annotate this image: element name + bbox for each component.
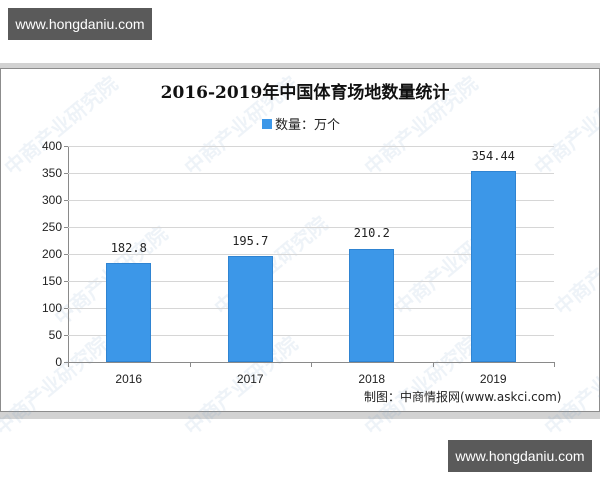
y-tick bbox=[64, 281, 68, 282]
legend: 数量：万个 bbox=[262, 114, 340, 133]
y-tick-label: 350 bbox=[41, 166, 62, 180]
gridline bbox=[68, 254, 554, 255]
watermark-badge-bottom: www.hongdaniu.com bbox=[448, 440, 592, 472]
gridline bbox=[68, 227, 554, 228]
y-tick-label: 100 bbox=[41, 301, 62, 315]
y-tick-label: 150 bbox=[41, 274, 62, 288]
gridline bbox=[68, 308, 554, 309]
y-tick-label: 300 bbox=[41, 193, 62, 207]
watermark-badge-top: www.hongdaniu.com bbox=[8, 8, 152, 40]
bar-value-label: 210.2 bbox=[353, 226, 390, 241]
gridline bbox=[68, 281, 554, 282]
legend-label: 数量：万个 bbox=[275, 118, 341, 133]
gridline bbox=[68, 335, 554, 336]
y-tick bbox=[64, 146, 68, 147]
x-tick bbox=[432, 362, 434, 367]
y-tick bbox=[64, 254, 68, 255]
y-tick-label: 250 bbox=[41, 220, 62, 234]
x-tick-label: 2018 bbox=[358, 372, 386, 386]
bar-value-label: 182.8 bbox=[110, 241, 147, 256]
bar-value-label: 354.44 bbox=[471, 148, 515, 163]
x-tick bbox=[189, 362, 191, 367]
bar-2017 bbox=[227, 256, 273, 362]
gridline bbox=[68, 200, 554, 201]
x-tick bbox=[554, 362, 555, 367]
y-tick bbox=[64, 173, 68, 174]
x-tick bbox=[311, 362, 312, 367]
y-tick-label: 400 bbox=[41, 139, 62, 153]
y-tick bbox=[64, 227, 68, 228]
y-tick bbox=[64, 200, 68, 201]
bar-value-label: 195.7 bbox=[232, 234, 269, 249]
y-tick-label: 0 bbox=[55, 355, 62, 369]
bar-2018 bbox=[349, 248, 395, 362]
legend-swatch bbox=[262, 118, 272, 129]
y-tick bbox=[64, 362, 68, 363]
plot-area: 0 50 100 150 200 250 300 350 400 182.8 2016 195.7 20… bbox=[42, 139, 555, 386]
source-note: 制图：中商情报网(www.askci.com) bbox=[364, 390, 562, 404]
x-tick-label: 2017 bbox=[236, 372, 264, 386]
y-tick bbox=[64, 335, 68, 336]
x-tick-label: 2016 bbox=[115, 372, 143, 386]
x-tick-label: 2019 bbox=[479, 372, 507, 386]
gridline bbox=[68, 173, 554, 174]
x-tick bbox=[68, 362, 69, 367]
y-tick-label: 50 bbox=[48, 328, 62, 342]
y-tick-label: 200 bbox=[41, 247, 62, 261]
bar-2016 bbox=[106, 263, 152, 362]
chart-title: 2016-2019年中国体育场地数量统计 bbox=[160, 83, 450, 103]
bar-2019 bbox=[470, 170, 516, 362]
y-tick bbox=[64, 308, 68, 309]
gridline bbox=[68, 146, 554, 147]
